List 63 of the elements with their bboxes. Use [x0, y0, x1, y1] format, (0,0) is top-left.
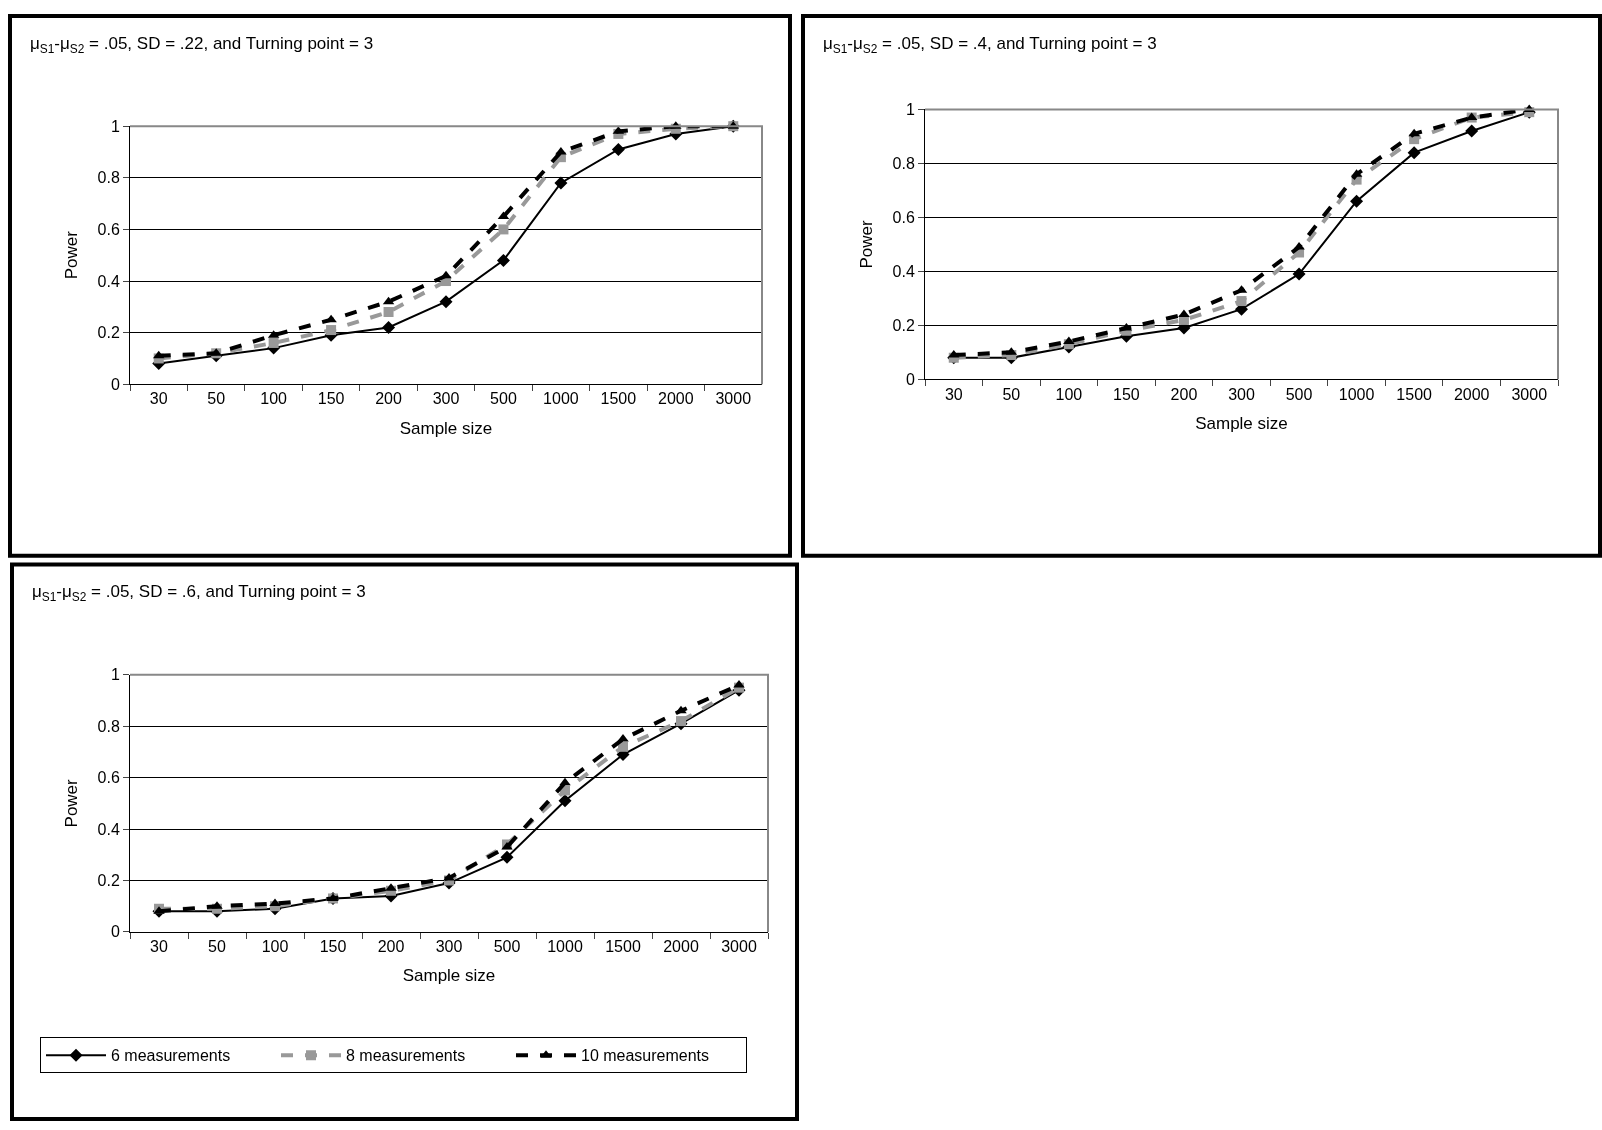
- x-tick-label: 300: [432, 390, 460, 408]
- x-tick-label: 150: [1113, 385, 1140, 403]
- x-tick-label: 500: [493, 938, 521, 956]
- chart-title: μ$_{S1}$-μ$_{S2}$ = .05, SD = .6, and Turning point = 3: [32, 582, 366, 604]
- legend-label: 10 measurements: [581, 1047, 710, 1065]
- x-tick-label: 1000: [543, 390, 579, 408]
- x-tick-label: 1000: [1338, 385, 1375, 403]
- x-tick-label: 3000: [715, 390, 752, 408]
- x-tick-label: 300: [435, 938, 463, 956]
- x-tick-label: 100: [1055, 385, 1083, 403]
- x-tick-label: 1500: [605, 938, 641, 956]
- x-tick-label: 30: [150, 938, 168, 956]
- x-tick-label: 100: [261, 938, 289, 956]
- x-axis-title: Sample size: [399, 418, 493, 438]
- y-tick-label: 0.8: [97, 169, 120, 187]
- x-tick-label: 150: [319, 938, 347, 956]
- y-tick-label: 0.2: [97, 324, 120, 342]
- x-tick-label: 500: [490, 390, 517, 408]
- y-tick-label: 0: [110, 375, 120, 393]
- y-tick-label: 0.4: [97, 820, 120, 838]
- x-tick-label: 3000: [1511, 385, 1548, 403]
- y-tick-label: 1: [905, 101, 915, 119]
- x-tick-label: 500: [1285, 385, 1313, 403]
- x-tick-label: 2000: [663, 938, 699, 956]
- chart-title: μ$_{S1}$-μ$_{S2}$ = .05, SD = .4, and Turning point = 3: [823, 34, 1157, 56]
- x-tick-label: 30: [944, 385, 963, 403]
- x-tick-label: 50: [1002, 385, 1021, 403]
- x-tick-label: 300: [1228, 385, 1255, 403]
- x-tick-label: 50: [208, 938, 226, 956]
- x-tick-label: 2000: [1453, 385, 1490, 403]
- y-axis-title: Power: [62, 778, 82, 828]
- y-axis-title: Power: [62, 230, 82, 280]
- y-tick-label: 0.8: [97, 717, 120, 735]
- y-tick-label: 0.6: [97, 769, 120, 787]
- x-tick-label: 1000: [547, 938, 583, 956]
- chart-title: μ$_{S1}$-μ$_{S2}$ = .05, SD = .22, and Turning point = 3: [30, 34, 374, 56]
- y-tick-label: 0.4: [97, 272, 120, 290]
- y-tick-label: 0.4: [892, 262, 915, 280]
- y-tick-label: 0: [110, 923, 120, 941]
- y-axis-title: Power: [857, 219, 877, 269]
- legend-label: 6 measurements: [111, 1047, 231, 1065]
- y-tick-label: 0.2: [97, 872, 120, 890]
- x-axis-title: Sample size: [1195, 413, 1288, 433]
- x-tick-label: 200: [1170, 385, 1198, 403]
- y-tick-label: 0: [905, 370, 915, 388]
- y-tick-label: 1: [110, 666, 120, 684]
- y-tick-label: 1: [110, 117, 120, 135]
- x-tick-label: 200: [375, 390, 402, 408]
- y-tick-label: 0.6: [97, 221, 120, 239]
- y-tick-label: 0.2: [892, 316, 915, 334]
- x-tick-label: 100: [260, 390, 288, 408]
- x-tick-label: 30: [149, 390, 168, 408]
- y-tick-label: 0.6: [892, 209, 915, 226]
- legend-label: 8 measurements: [346, 1047, 466, 1065]
- y-tick-label: 0.8: [892, 155, 915, 173]
- x-tick-label: 2000: [658, 390, 694, 408]
- x-axis-title: Sample size: [402, 966, 496, 986]
- x-tick-label: 200: [377, 938, 405, 956]
- x-tick-label: 3000: [721, 938, 757, 956]
- x-tick-label: 1500: [1396, 385, 1433, 403]
- x-tick-label: 150: [317, 390, 345, 408]
- x-tick-label: 50: [207, 390, 226, 408]
- x-tick-label: 1500: [600, 390, 637, 408]
